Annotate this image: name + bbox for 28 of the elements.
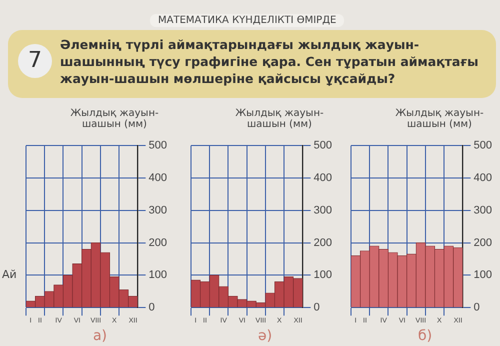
y-axis-title: Жылдық жауын-шашын (мм) xyxy=(234,108,325,130)
text: МАТЕМАТИКА КҮНДЕЛІКТІ ӨМІРДЕ xyxy=(150,14,344,27)
text: 7 xyxy=(18,44,52,78)
y-tick-label: 200 xyxy=(474,236,492,249)
y-tick-label: 400 xyxy=(474,172,492,184)
y-tick-label: 100 xyxy=(148,269,168,282)
y-tick-label: 200 xyxy=(148,236,168,249)
text: ә) xyxy=(256,328,274,344)
y-axis-title: Жылдық жауын-шашын (мм) xyxy=(69,108,160,130)
text: б) xyxy=(416,328,434,344)
y-tick-label: 0 xyxy=(148,302,155,314)
y-tick-label: 500 xyxy=(314,140,332,152)
y-tick-label: 300 xyxy=(148,204,168,216)
y-tick-label: 500 xyxy=(148,140,168,152)
y-tick-label: 300 xyxy=(314,204,332,216)
y-tick-label: 500 xyxy=(474,140,492,152)
y-tick-label: 100 xyxy=(474,269,492,282)
text: а) xyxy=(92,328,108,344)
y-tick-label: 400 xyxy=(148,172,168,184)
y-tick-label: 400 xyxy=(314,172,332,184)
x-axis-title: Ай xyxy=(2,268,17,281)
y-tick-label: 0 xyxy=(314,302,320,314)
y-tick-label: 200 xyxy=(314,236,332,249)
y-tick-label: 0 xyxy=(474,302,480,314)
y-axis-title: Жылдық жауын-шашын (мм) xyxy=(394,108,485,130)
y-tick-label: 300 xyxy=(474,204,492,216)
text: Әлемнің түрлі аймақтарындағы жылдық жауын-шашынның түсу графигіне қара. Сен тұратын аймақтағы жауын-шашын мөлшеріне қайсысы ұқсайды? xyxy=(60,36,480,87)
y-tick-label: 100 xyxy=(314,269,332,282)
